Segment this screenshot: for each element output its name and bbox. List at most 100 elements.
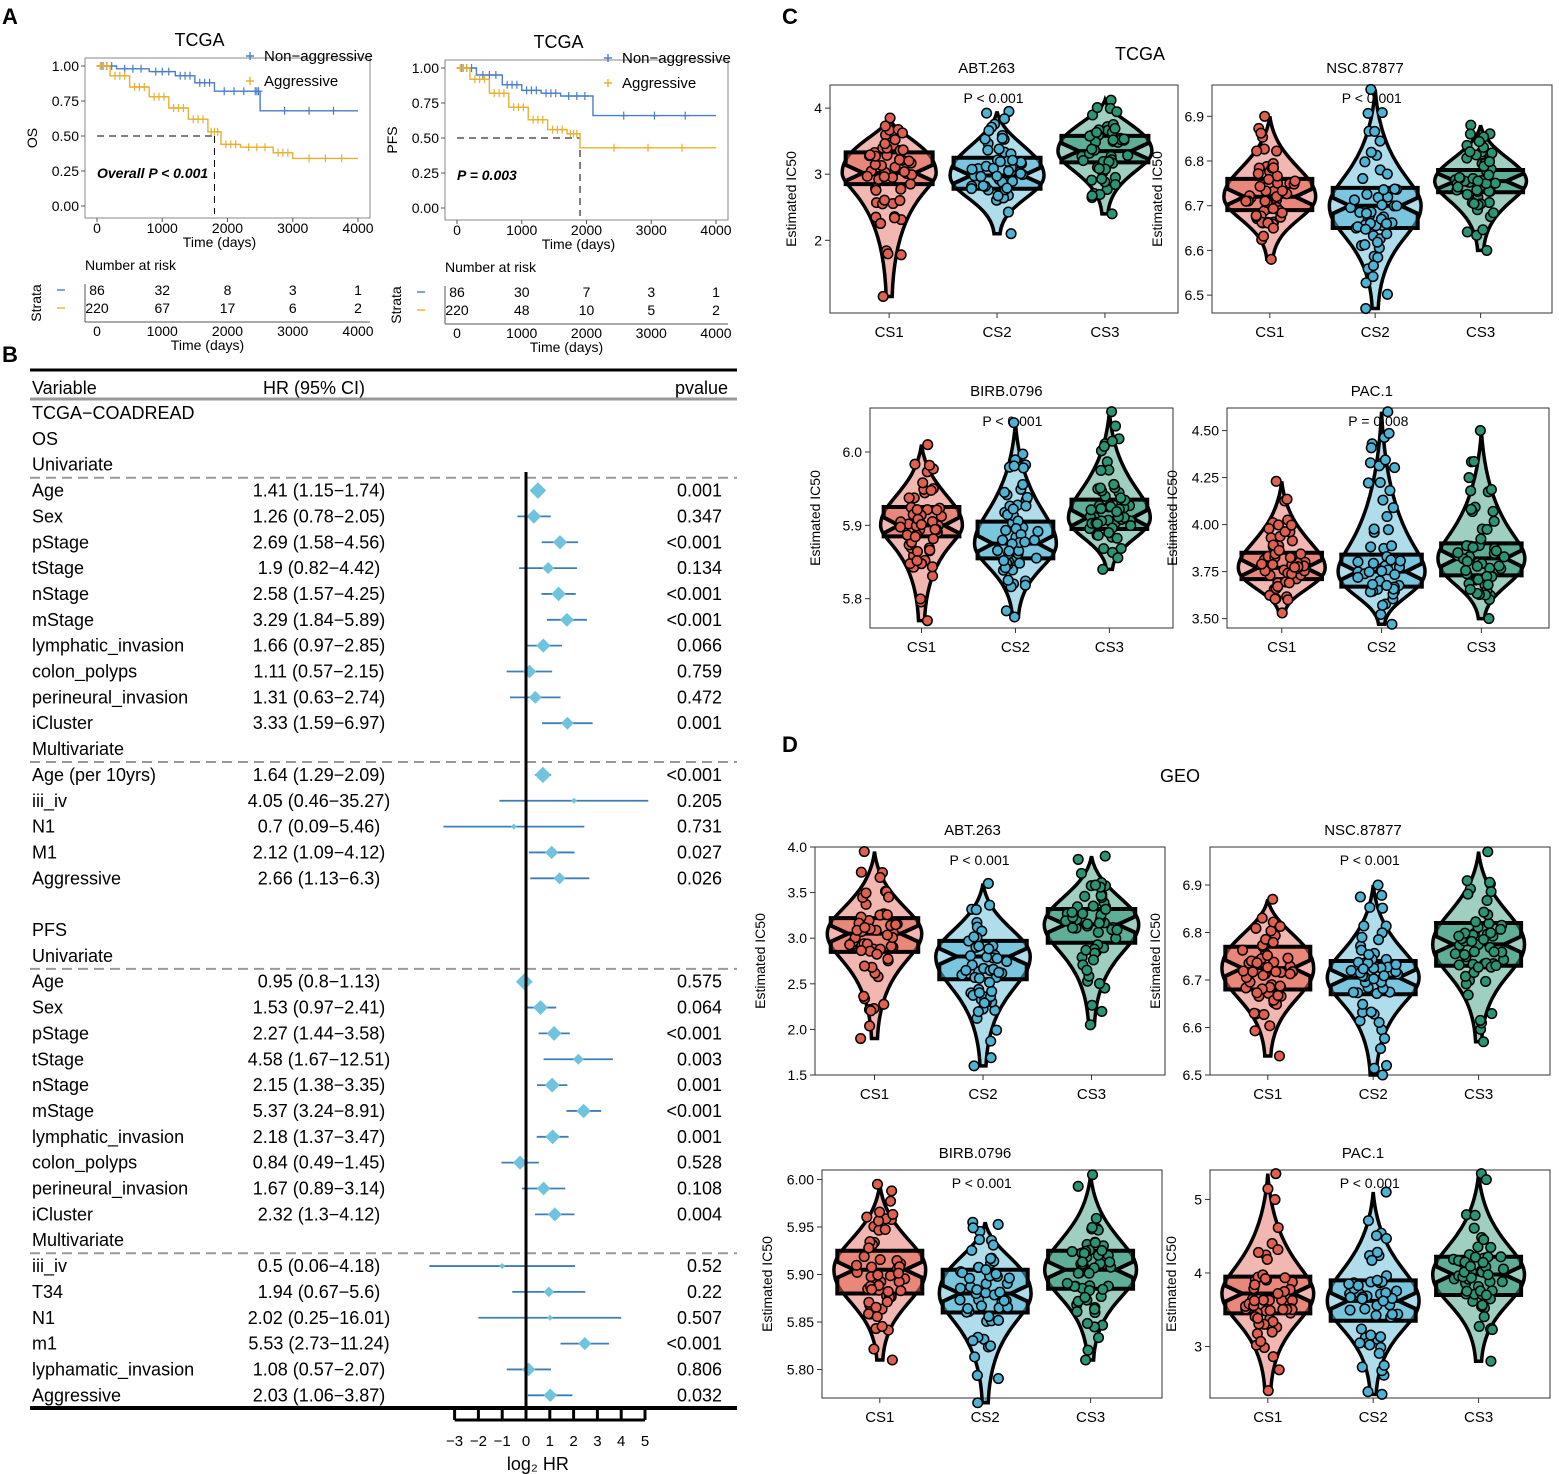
- violin-point: [969, 1351, 981, 1363]
- violin-point: [1482, 1269, 1494, 1281]
- violin-ytick-label: 2: [814, 232, 822, 248]
- violin-point: [1019, 536, 1031, 548]
- violin-point: [1263, 173, 1275, 185]
- violin-point: [1360, 207, 1373, 219]
- risk-count: 86: [89, 282, 105, 298]
- violin-xtick-label: CS2: [1367, 639, 1396, 656]
- violin-point: [1272, 1288, 1284, 1300]
- km-censor-mark: [681, 111, 690, 120]
- km-pvalue: Overall P < 0.001: [97, 165, 208, 181]
- forest-hr-ci: 1.66 (0.97−2.85): [253, 636, 386, 656]
- violin-point: [1368, 1062, 1380, 1074]
- km-censor-mark: [337, 154, 346, 163]
- violin-point: [864, 149, 876, 161]
- forest-point-estimate: [571, 797, 578, 804]
- forest-row-label: Aggressive: [32, 868, 121, 888]
- violin-point: [1250, 210, 1262, 222]
- violin-panel: PAC.1 P < 0.001 3 4 5 Estimated IC50 CS1 CS2 CS3: [1163, 1145, 1551, 1426]
- violin-point: [1270, 1168, 1282, 1180]
- km-censor-mark: [305, 154, 314, 163]
- violin-ytick-label: 6.6: [1185, 242, 1205, 258]
- violin-point: [1469, 1209, 1481, 1221]
- violin-point: [1072, 1267, 1084, 1279]
- km-legend-label: Non−aggressive: [264, 48, 373, 65]
- km-censor-mark: [128, 64, 137, 73]
- forest-pvalue: <0.001: [666, 610, 722, 630]
- violin-point: [1264, 1020, 1276, 1032]
- risk-count: 67: [154, 300, 170, 316]
- violin-ytick-label: 5.80: [787, 1362, 814, 1378]
- violin-xtick-label: CS2: [1361, 324, 1390, 341]
- violin-point: [964, 1272, 976, 1284]
- violin-point: [1071, 1306, 1083, 1318]
- violin-point: [922, 439, 934, 451]
- violin-point: [1360, 223, 1372, 235]
- violin-point: [879, 120, 891, 132]
- violin-point: [1376, 199, 1388, 211]
- violin-point: [1257, 1294, 1269, 1306]
- violin-point: [1273, 1364, 1285, 1376]
- violin-point: [1111, 532, 1123, 544]
- violin-point: [1371, 1274, 1383, 1286]
- forest-pvalue: 0.001: [677, 713, 722, 733]
- violin-point: [1002, 206, 1014, 218]
- violin-point: [864, 1020, 876, 1032]
- violin-xtick-label: CS3: [1076, 1409, 1105, 1426]
- violin-point: [1387, 502, 1399, 514]
- violin-point: [1254, 180, 1266, 192]
- violin-point: [1379, 454, 1391, 466]
- violin-point: [858, 990, 870, 1002]
- violin-point: [1106, 435, 1118, 447]
- violin-ytick-label: 1.5: [788, 1067, 808, 1083]
- forest-row-label: perineural_invasion: [32, 1179, 188, 1200]
- km-xtick-label: 3000: [277, 220, 308, 236]
- forest-point-estimate: [559, 612, 574, 627]
- forest-pvalue: <0.001: [666, 532, 722, 552]
- violin-title: NSC.87877: [1324, 822, 1402, 839]
- violin-panel: BIRB.0796 P < 0.001 5.80 5.85 5.90 5.95 6.00 Es…: [759, 1145, 1163, 1426]
- risk-table-ylabel: Strata: [388, 286, 404, 324]
- violin-point: [987, 1239, 999, 1251]
- violin-ytick-label: 3.5: [788, 885, 808, 901]
- violin-panel: NSC.87877 P < 0.001 6.5 6.6 6.7 6.8 6.9 Estimat…: [1147, 822, 1551, 1103]
- violin-ylabel: Estimated IC50: [1163, 1236, 1179, 1332]
- risk-count: 2: [354, 300, 362, 316]
- violin-panel: PAC.1 P = 0.008 3.50 3.75 4.00 4.25 4.50 Estima…: [1164, 383, 1550, 656]
- violin-point: [1091, 102, 1103, 114]
- violin-point: [844, 939, 856, 951]
- violin-point: [1087, 954, 1100, 966]
- forest-xtick-label: 5: [641, 1433, 649, 1450]
- km-censor-mark: [551, 89, 560, 98]
- forest-hr-ci: 5.53 (2.73−11.24): [248, 1334, 389, 1354]
- forest-xtick-label: 3: [593, 1433, 601, 1450]
- violin-point: [1381, 579, 1393, 592]
- forest-hr-ci: 4.05 (0.46−35.27): [248, 791, 391, 811]
- violin-point: [1284, 968, 1296, 980]
- violin-point: [1482, 846, 1494, 858]
- violin-xtick-label: CS2: [982, 324, 1011, 341]
- km-censor-mark: [532, 86, 541, 95]
- violin-point: [1495, 923, 1507, 935]
- violin-point: [1261, 949, 1273, 962]
- violin-set-geo: GEO ABT.263 P < 0.001 1.5 2.0 2.5 3.0 3.5 4.0 Est…: [752, 766, 1551, 1426]
- violin-point: [882, 248, 894, 260]
- forest-point-estimate: [545, 1129, 561, 1145]
- km-censor-mark: [678, 143, 687, 152]
- forest-row-label: nStage: [32, 1075, 89, 1095]
- violin-point: [1356, 931, 1368, 943]
- violin-point: [870, 184, 882, 196]
- violin-point: [1109, 420, 1122, 432]
- km-censor-mark: [220, 87, 229, 96]
- violin-point: [1472, 961, 1484, 973]
- violin-point: [1095, 503, 1107, 515]
- violin-point: [1453, 171, 1465, 184]
- violin-point: [1394, 555, 1406, 567]
- violin-point: [1259, 1273, 1271, 1285]
- violin-point: [1461, 555, 1473, 567]
- violin-point: [1359, 156, 1371, 168]
- violin-point: [1481, 523, 1493, 535]
- violin-point: [1391, 200, 1403, 212]
- violin-point: [872, 1269, 884, 1281]
- violin-point: [1289, 561, 1301, 573]
- violin-point: [1384, 484, 1396, 497]
